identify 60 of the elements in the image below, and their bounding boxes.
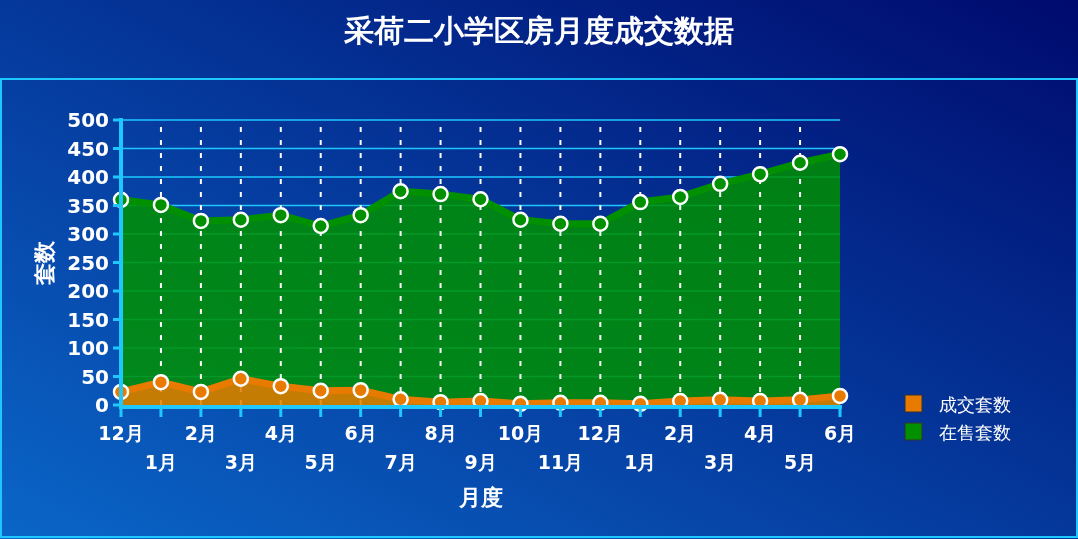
x-tick-label: 6月 <box>823 422 857 444</box>
y-tick-label: 500 <box>67 108 109 132</box>
point <box>751 165 769 183</box>
point <box>232 211 250 228</box>
point <box>791 154 809 171</box>
point <box>312 217 329 235</box>
point <box>632 193 649 211</box>
x-tick-label: 8月 <box>424 422 457 444</box>
point <box>272 206 290 224</box>
point <box>432 185 449 203</box>
x-tick-label: 9月 <box>464 451 497 473</box>
y-tick-label: 0 <box>95 393 109 417</box>
x-tick-label: 10月 <box>497 422 544 444</box>
x-tick-label: 4月 <box>743 422 777 444</box>
y-tick-label: 150 <box>67 307 109 332</box>
y-tick-label: 250 <box>67 250 109 275</box>
point <box>232 370 250 388</box>
y-tick-label: 100 <box>67 336 109 360</box>
x-tick-label: 12月 <box>577 422 624 444</box>
point <box>312 382 329 399</box>
point <box>352 206 369 224</box>
point <box>592 215 609 232</box>
x-tick-label: 2月 <box>664 422 697 444</box>
x-tick-label: 7月 <box>384 451 417 473</box>
x-tick-label: 12月 <box>98 422 144 444</box>
point <box>831 387 849 405</box>
y-tick-label: 300 <box>67 222 109 246</box>
x-tick-label: 5月 <box>304 451 337 473</box>
y-tick-label: 350 <box>67 193 109 218</box>
x-tick-label: 2月 <box>184 422 218 444</box>
x-tick-label: 1月 <box>624 451 657 473</box>
x-axis-title: 月度 <box>457 485 503 510</box>
legend-label: 在售套数 <box>939 422 1011 443</box>
x-tick-label: 5月 <box>783 451 817 473</box>
x-tick-label: 4月 <box>264 422 297 444</box>
point <box>192 212 210 230</box>
x-tick-label: 11月 <box>537 451 584 473</box>
y-tick-label: 450 <box>67 136 109 161</box>
point <box>152 196 170 214</box>
point <box>272 377 290 395</box>
x-tick-label: 6月 <box>344 422 377 444</box>
point <box>512 211 529 228</box>
point <box>472 190 489 208</box>
x-tick-label: 1月 <box>144 451 178 473</box>
y-axis-title: 套数 <box>32 239 57 286</box>
y-tick-label: 50 <box>81 364 109 389</box>
y-tick-label: 400 <box>67 165 109 189</box>
point <box>831 145 849 163</box>
point <box>671 188 689 206</box>
x-tick-label: 3月 <box>704 451 737 473</box>
y-tick-label: 200 <box>67 279 109 303</box>
point <box>552 215 569 232</box>
point <box>352 381 369 399</box>
x-tick-label: 3月 <box>224 451 257 473</box>
point <box>192 383 210 401</box>
point <box>711 175 729 193</box>
point <box>392 183 409 200</box>
legend-label: 成交套数 <box>939 394 1011 415</box>
title: 采荷二小学区房月度成交数据 <box>344 13 734 48</box>
point <box>152 373 170 391</box>
